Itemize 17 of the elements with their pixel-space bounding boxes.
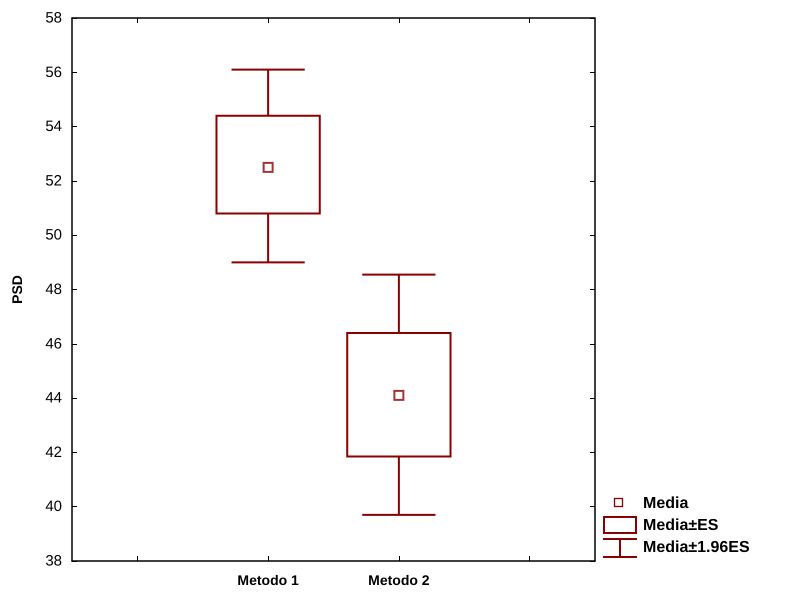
y-tick-label: 52: [45, 172, 62, 190]
x-tick-label: Metodo 2: [368, 572, 430, 588]
y-tick-label: 48: [45, 281, 62, 298]
y-tick-label: 50: [45, 226, 62, 244]
y-tick-label: 56: [45, 64, 62, 81]
y-tick-label: 54: [45, 118, 62, 136]
text: Media±ES: [643, 517, 718, 535]
y-tick-label: 44: [45, 390, 62, 407]
text: Media: [643, 495, 688, 513]
y-tick-label: 46: [45, 335, 62, 352]
y-tick-label: 42: [45, 444, 62, 461]
text: Media±1.96ES: [643, 539, 750, 557]
y-axis-title: PSD: [9, 275, 25, 304]
y-tick-label: 40: [45, 498, 62, 516]
y-tick-label: 38: [45, 552, 62, 570]
y-tick-label: 58: [45, 10, 62, 26]
x-tick-label: Metodo 1: [237, 572, 300, 588]
